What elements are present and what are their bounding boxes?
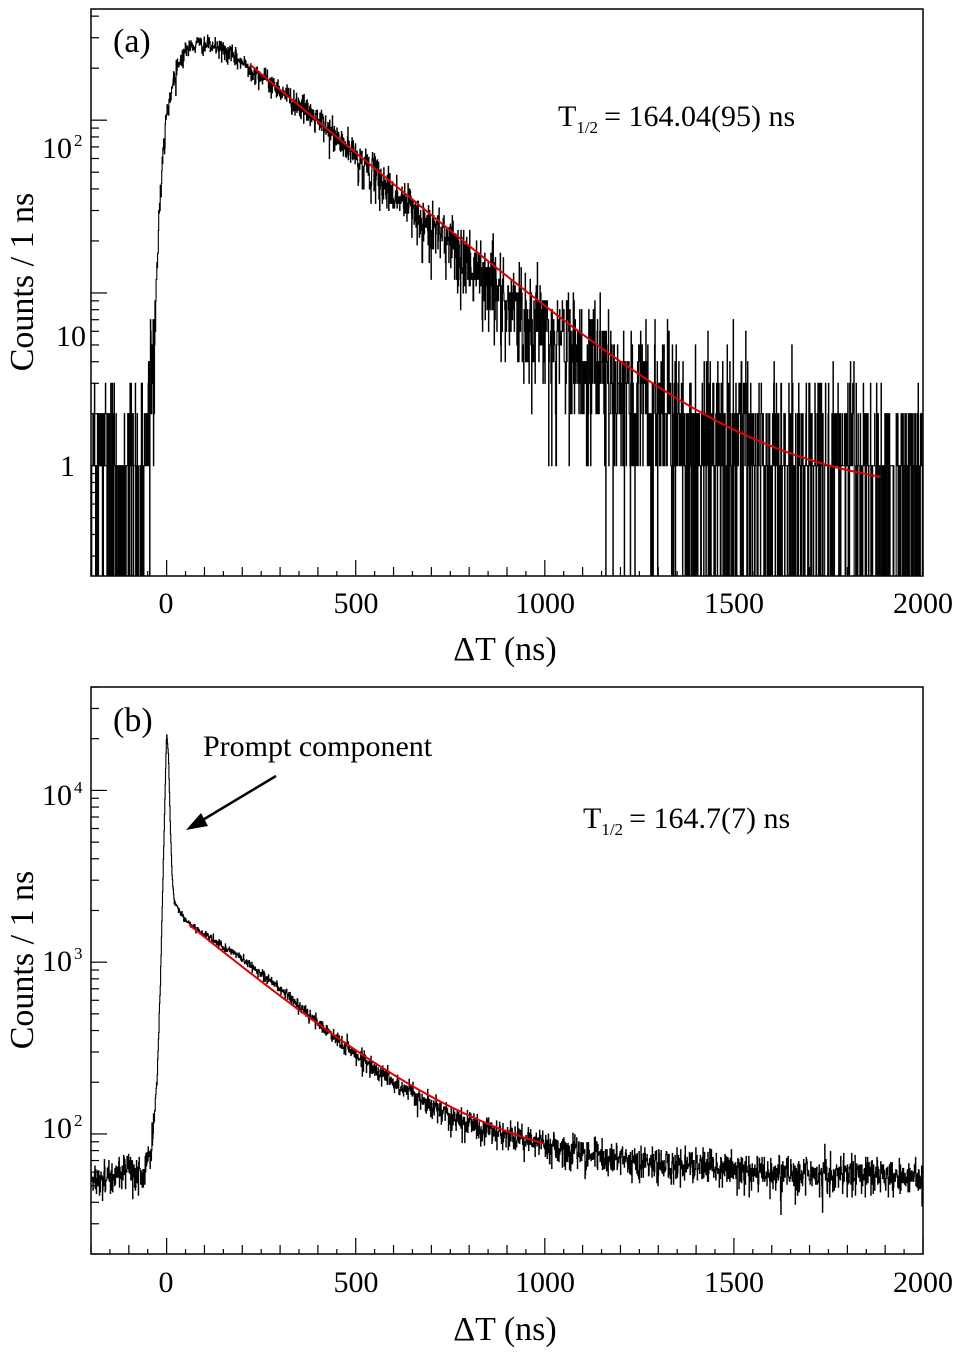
y-tick-label-a-100: 10 [42,132,72,165]
x-tick-label-a-500: 500 [334,587,379,620]
axis-ticks-b [90,686,924,1255]
panel-a: (a) T1/2 = 164.04(95) ns ΔT (ns) Counts /… [4,8,953,668]
y-tick-label-b-1000: 10 [42,945,72,978]
x-tick-label-a-0: 0 [159,587,174,620]
data-series-b [91,734,923,1215]
data-histogram-b [91,734,923,1215]
y-tick-exponent-b-1000: 3 [74,944,83,963]
y-tick-exponent-b-100: 2 [74,1111,83,1130]
panel-b: (b) Prompt component T1/2 = 164.7(7) ns Δ… [4,686,953,1348]
panel-label-a: (a) [113,23,151,60]
y-tick-exponent-a-100: 2 [74,131,83,150]
x-tick-label-b-1000: 1000 [515,1266,575,1299]
fit-curve-a [249,63,881,478]
fit-curve-b [188,924,546,1145]
fit-line-a [249,63,881,478]
y-axis-label-b: Counts / 1 ns [4,871,41,1050]
fit-line-b [188,924,546,1145]
data-histogram-a [91,34,923,576]
half-life-annotation-b: T1/2 = 164.7(7) ns [583,802,790,839]
prompt-component-label: Prompt component [203,730,433,763]
half-life-value-a: = 164.04(95) ns [604,100,795,133]
y-tick-label-b-10000: 10 [42,779,72,812]
half-life-subscript-a: 1/2 [576,118,598,137]
half-life-value-b: = 164.7(7) ns [629,802,790,835]
x-tick-label-a-2000: 2000 [893,587,953,620]
x-tick-label-b-500: 500 [334,1266,379,1299]
y-tick-exponent-b-10000: 4 [74,778,83,797]
x-tick-label-a-1500: 1500 [704,587,764,620]
x-tick-label-b-2000: 2000 [893,1266,953,1299]
half-life-annotation-a: T1/2 = 164.04(95) ns [558,100,795,137]
axis-ticks-a [90,15,924,576]
half-life-subscript-b: 1/2 [601,820,623,839]
half-life-symbol-a: T [558,100,576,133]
prompt-arrow [186,774,277,830]
y-axis-label-a: Counts / 1 ns [4,193,41,372]
x-tick-label-b-1500: 1500 [704,1266,764,1299]
y-tick-label-b-100: 10 [42,1112,72,1145]
half-life-symbol-b: T [583,802,601,835]
y-tick-label-a-1: 1 [60,450,75,483]
x-tick-label-b-0: 0 [159,1266,174,1299]
x-axis-label-b: ΔT (ns) [453,1311,556,1348]
y-tick-label-a-10: 10 [56,320,86,353]
x-axis-label-a: ΔT (ns) [453,631,556,668]
panel-label-b: (b) [113,702,153,739]
x-tick-label-a-1000: 1000 [515,587,575,620]
data-series-a [91,34,923,576]
